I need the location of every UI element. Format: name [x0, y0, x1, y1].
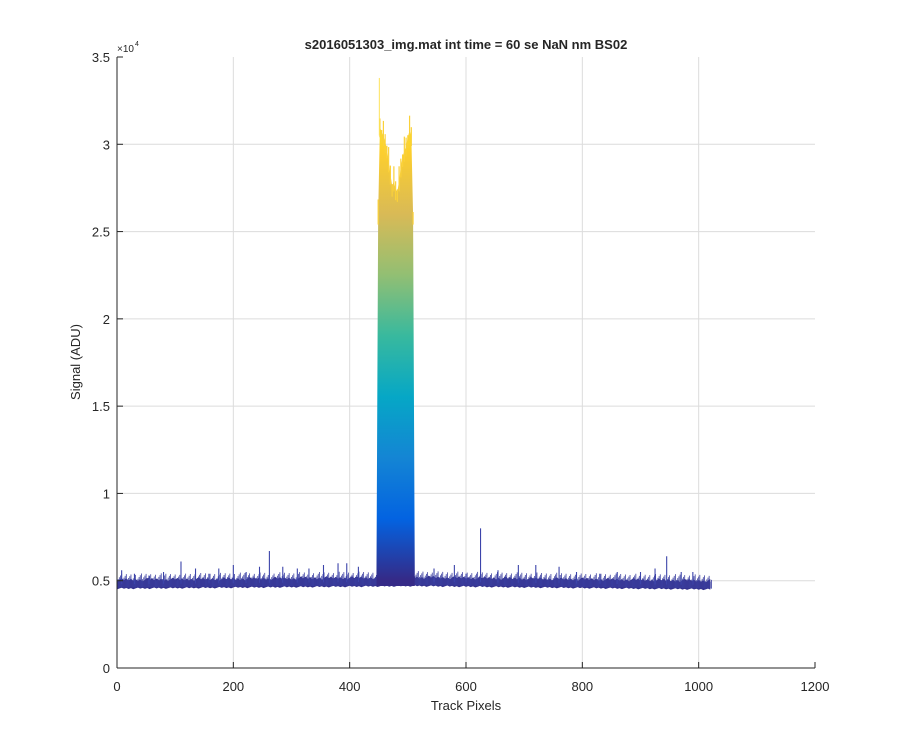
x-tick-label: 400 — [339, 679, 361, 694]
y-axis-label: Signal (ADU) — [68, 324, 83, 400]
x-tick-label: 800 — [571, 679, 593, 694]
y-tick-label: 2.5 — [92, 225, 110, 240]
x-tick-label: 1200 — [801, 679, 830, 694]
peak-region — [376, 126, 415, 586]
chart-title: s2016051303_img.mat int time = 60 se NaN… — [305, 37, 628, 52]
y-exponent-power: 4 — [135, 41, 139, 48]
x-tick-label: 1000 — [684, 679, 713, 694]
x-tick-label: 0 — [113, 679, 120, 694]
axes — [116, 56, 816, 669]
data-layer — [116, 77, 712, 591]
y-tick-label: 1.5 — [92, 399, 110, 414]
y-exponent-base: ×10 — [117, 44, 134, 55]
y-tick-label: 3.5 — [92, 50, 110, 65]
tick-labels: 0 200 400 600 800 1000 1200 0 0.5 1 1.5 2 2.5 3 3.5 — [92, 50, 830, 694]
y-tick-label: 1 — [103, 486, 110, 501]
y-tick-label: 0.5 — [92, 574, 110, 589]
y-tick-label: 0 — [103, 661, 110, 676]
x-axis-label: Track Pixels — [431, 698, 502, 713]
x-tick-label: 600 — [455, 679, 477, 694]
y-tick-label: 2 — [103, 312, 110, 327]
y-tick-label: 3 — [103, 137, 110, 152]
x-tick-label: 200 — [222, 679, 244, 694]
grid-lines — [117, 57, 815, 668]
